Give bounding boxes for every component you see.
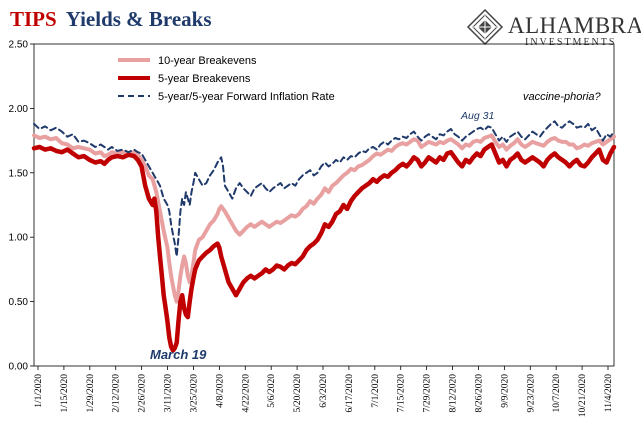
y-tick-label: 2.50	[9, 40, 29, 51]
legend-label-5y: 5-year Breakevens	[158, 73, 251, 85]
x-tick-label: 8/26/2020	[474, 374, 484, 413]
x-tick-label: 7/29/2020	[423, 374, 433, 413]
logo-name: ALHAMBRA	[508, 13, 641, 38]
x-tick-label: 5/20/2020	[293, 374, 303, 413]
x-tick-label: 4/22/2020	[241, 374, 251, 413]
x-tick-label: 11/4/2020	[604, 374, 614, 412]
x-axis: 1/1/2020 1/15/2020 1/29/2020 2/12/2020 2/26/…	[34, 366, 614, 417]
x-tick-label: 3/25/2020	[189, 374, 199, 413]
legend-label-10y: 10-year Breakevens	[158, 55, 257, 67]
x-tick-label: 6/17/2020	[345, 374, 355, 413]
x-tick-label: 1/29/2020	[86, 374, 96, 413]
x-tick-label: 1/1/2020	[34, 374, 44, 408]
y-tick-label: 2.00	[9, 104, 29, 115]
x-tick-label: 1/15/2020	[60, 374, 70, 413]
x-tick-label: 10/21/2020	[578, 374, 588, 418]
x-tick-label: 9/9/2020	[500, 374, 510, 408]
series-layer	[31, 120, 617, 353]
x-tick-label: 10/7/2020	[552, 374, 562, 413]
chart-title: TIPS Yields & Breaks	[10, 7, 212, 31]
y-tick-label: 1.50	[9, 168, 29, 179]
legend-label-5y5y: 5-year/5-year Forward Inflation Rate	[158, 91, 335, 103]
legend: 10-year Breakevens 5-year Breakevens 5-y…	[118, 55, 335, 103]
plot-frame	[33, 43, 615, 367]
x-tick-label: 2/26/2020	[138, 374, 148, 413]
annotation-march-19: March 19	[150, 347, 207, 362]
y-tick-label: 1.00	[9, 233, 29, 244]
series-10y-breakevens	[32, 133, 616, 304]
x-tick-label: 5/6/2020	[267, 374, 277, 408]
title-tips: TIPS	[10, 7, 57, 31]
logo-sub: INVESTMENTS	[525, 37, 616, 48]
series-5y5y-forward	[33, 120, 615, 258]
y-tick-label: 0.50	[9, 297, 29, 308]
x-tick-label: 3/11/2020	[164, 374, 174, 412]
annotation-vaccine: vaccine-phoria?	[523, 91, 602, 103]
x-tick-label: 2/12/2020	[112, 374, 122, 413]
y-tick-label: 0.00	[9, 362, 29, 373]
series-5y-breakevens	[31, 142, 617, 353]
x-tick-label: 9/23/2020	[526, 374, 536, 413]
x-tick-label: 4/8/2020	[215, 374, 225, 408]
x-tick-label: 8/12/2020	[449, 374, 459, 413]
logo: ALHAMBRA INVESTMENTS	[466, 8, 641, 48]
x-tick-label: 7/1/2020	[371, 374, 381, 408]
title-rest: Yields & Breaks	[66, 7, 212, 31]
logo-emblem-icon	[466, 8, 504, 46]
x-tick-label: 7/15/2020	[397, 374, 407, 413]
y-axis: 0.00 0.50 1.00 1.50 2.00 2.50	[9, 40, 34, 373]
x-tick-label: 6/3/2020	[319, 374, 329, 408]
annotation-aug-31: Aug 31	[460, 110, 494, 122]
